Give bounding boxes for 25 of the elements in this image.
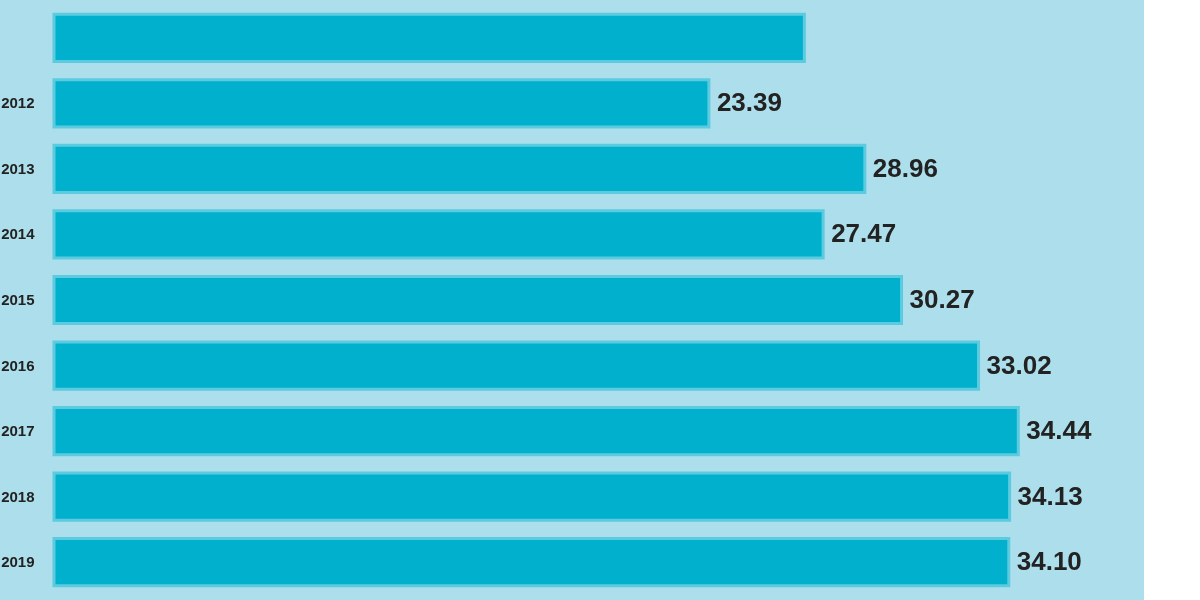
y-tick-label: 2019 bbox=[1, 553, 35, 571]
y-tick-label: 2017 bbox=[1, 422, 35, 440]
bar bbox=[52, 340, 981, 391]
data-label: 30.27 bbox=[909, 284, 975, 314]
y-tick-label: 2015 bbox=[1, 291, 35, 308]
y-tick-label: 2018 bbox=[1, 487, 35, 505]
bar bbox=[52, 78, 711, 129]
bar bbox=[52, 12, 806, 63]
y-tick-label: 2016 bbox=[1, 356, 35, 374]
data-label: 27.47 bbox=[831, 218, 897, 249]
bar bbox=[52, 406, 1020, 457]
bar bbox=[52, 274, 904, 326]
bar bbox=[52, 537, 1011, 588]
data-label: 28.96 bbox=[872, 152, 938, 183]
data-label: 33.02 bbox=[986, 349, 1052, 380]
bar bbox=[52, 143, 867, 194]
data-label: 23.39 bbox=[716, 87, 782, 118]
y-tick-label: 2012 bbox=[1, 94, 35, 112]
data-label: 34.10 bbox=[1016, 546, 1082, 577]
data-label: 34.44 bbox=[1026, 415, 1092, 446]
y-tick-label: 2014 bbox=[1, 225, 36, 243]
bar bbox=[52, 209, 825, 260]
data-label: 34.13 bbox=[1017, 480, 1083, 511]
bar bbox=[52, 471, 1012, 522]
y-tick-label: 2013 bbox=[1, 159, 35, 177]
